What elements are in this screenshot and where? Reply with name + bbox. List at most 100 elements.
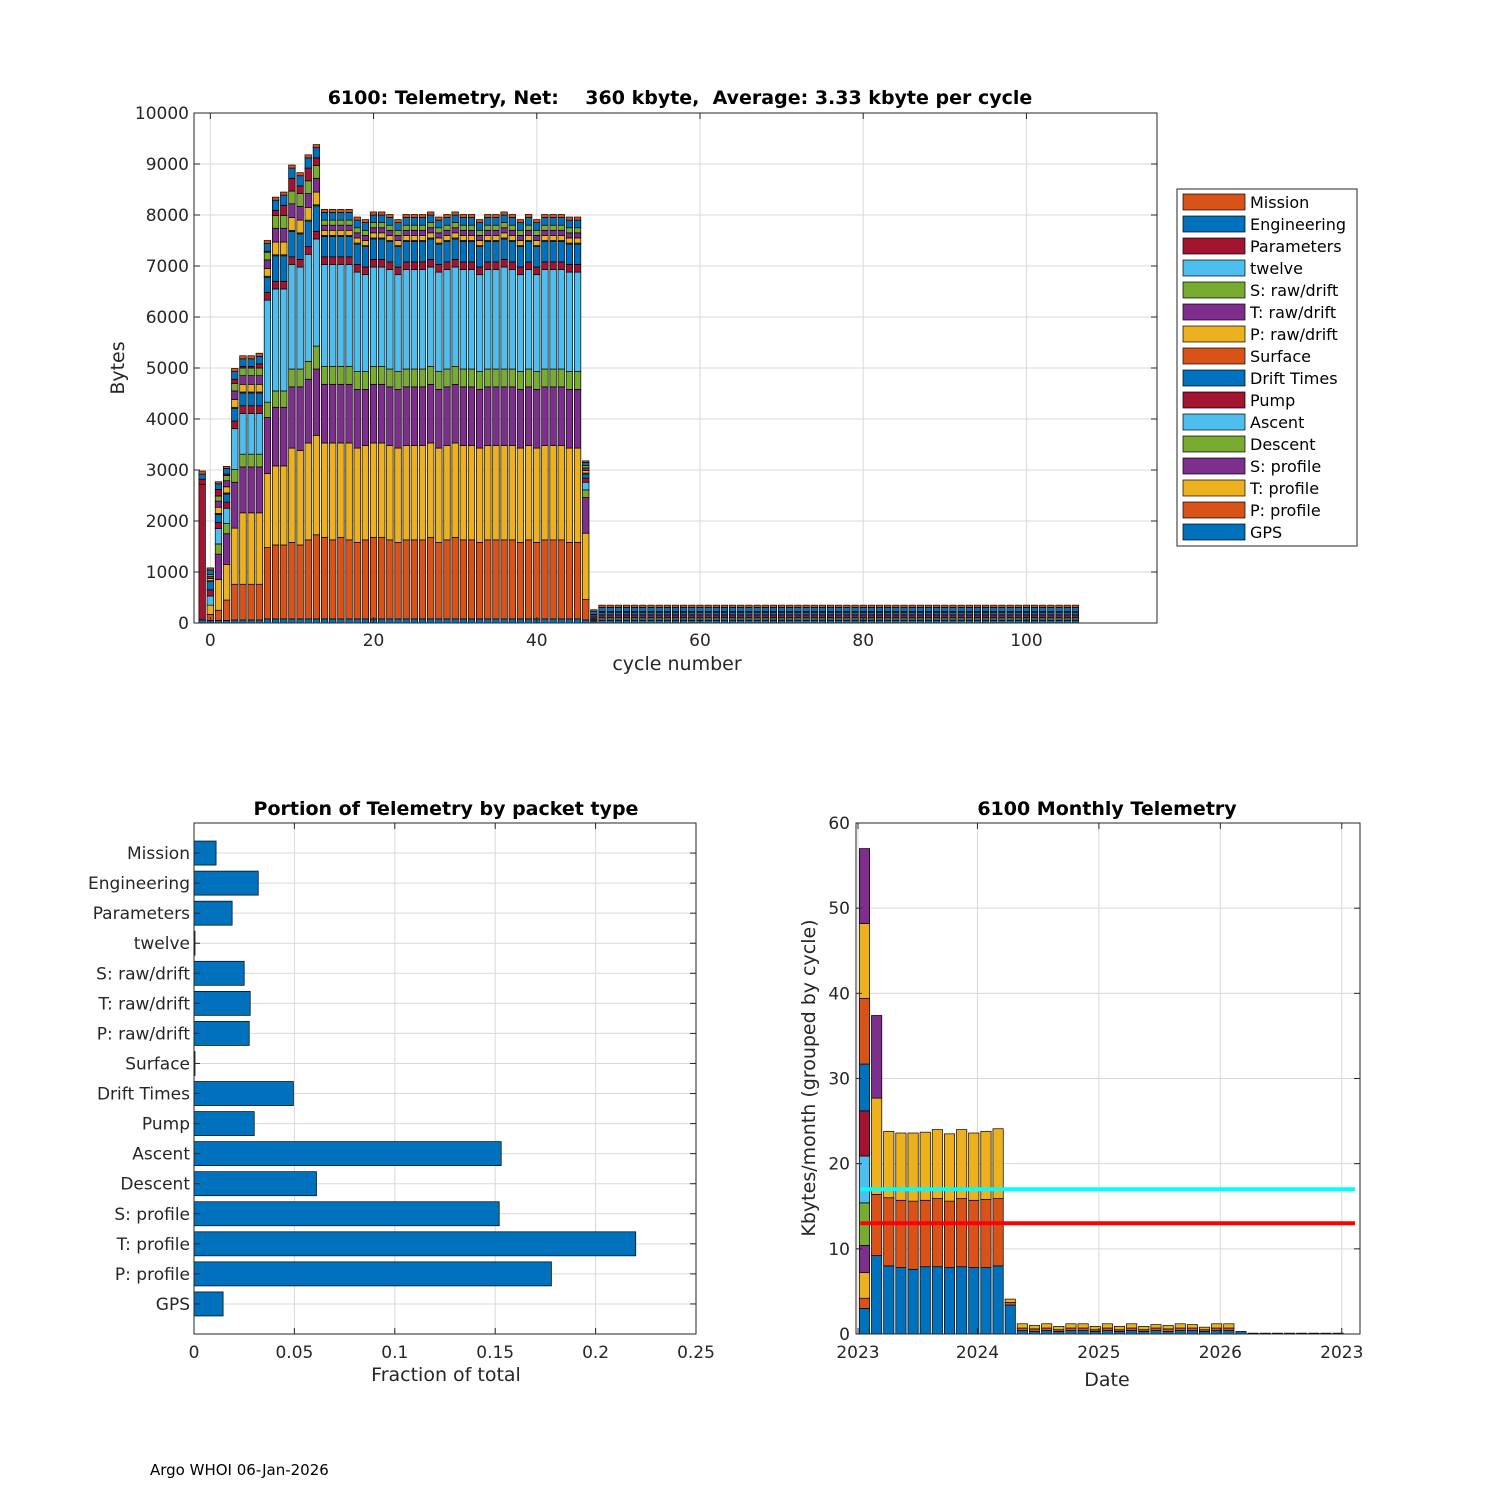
c1-bar-segment <box>720 614 729 618</box>
c1-stack-cycle-25 <box>410 214 418 624</box>
c1-bar-segment <box>476 266 484 276</box>
c1-bar-segment <box>1006 604 1014 608</box>
c3-bar-segment <box>1077 1327 1089 1331</box>
c3-bar-segment <box>1162 1328 1174 1332</box>
c1-stack-cycle-29 <box>443 214 451 624</box>
c1-bar-segment <box>884 611 892 616</box>
c3-stack-month-31 <box>1223 1323 1235 1335</box>
c1-bar-segment <box>998 614 1006 618</box>
c1-bar-segment <box>941 611 949 616</box>
c1-stack-cycle-62 <box>712 604 720 624</box>
c1-bar-segment <box>280 204 288 216</box>
c1-stack-cycle-74 <box>810 604 818 624</box>
c3-bar-segment <box>1126 1330 1138 1335</box>
c1-bar-segment <box>231 390 239 400</box>
c1-stack-cycle-101 <box>1030 604 1039 624</box>
c1-bar-segment <box>933 614 941 618</box>
c1-bar-segment <box>549 235 557 241</box>
c1-stack-cycle-66 <box>745 604 753 624</box>
c3-bar-segment <box>919 1131 931 1201</box>
c1-bar-segment <box>214 553 223 581</box>
c3-stack-month-3 <box>883 1130 895 1335</box>
c1-bar-segment <box>467 214 476 218</box>
c1-bar-segment <box>345 442 353 541</box>
c1-bar-segment <box>451 238 459 260</box>
c1-bar-segment <box>524 445 533 541</box>
c1-legend-swatch <box>1182 523 1246 541</box>
c1-bar-segment <box>484 241 492 263</box>
c3-bar-segment <box>931 1198 943 1268</box>
c3-xtick-label: 2024 <box>956 1343 999 1363</box>
c3-bar-segment <box>1174 1323 1186 1329</box>
c1-bar-segment <box>459 241 467 263</box>
c1-bar-segment <box>312 345 321 370</box>
c1-bar-segment <box>271 255 280 282</box>
c1-bar-segment <box>582 460 590 463</box>
c1-bar-segment <box>459 269 467 370</box>
c1-stack-cycle-85 <box>900 604 908 624</box>
c2-xtick-label: 0.15 <box>476 1343 514 1363</box>
c1-bar-segment <box>712 614 720 618</box>
c1-bar-segment <box>606 607 614 612</box>
c1-ytick-label: 4000 <box>146 410 189 430</box>
c1-bar-segment <box>231 382 239 392</box>
c1-bar-segment <box>369 222 378 229</box>
c1-bar-segment <box>557 229 565 236</box>
c1-bar-segment <box>500 227 508 234</box>
c1-bar-segment <box>239 392 247 407</box>
c1-stack-cycle-71 <box>786 604 794 624</box>
c1-bar-segment <box>255 367 263 377</box>
c1-bar-segment <box>476 246 484 268</box>
c1-bar-segment <box>271 618 280 624</box>
c1-bar-segment <box>835 614 843 618</box>
c1-stack-cycle-57 <box>671 604 680 624</box>
c1-bar-segment <box>239 355 247 360</box>
c2-xtick-label: 0.2 <box>582 1343 609 1363</box>
c1-bar-segment <box>280 227 288 243</box>
c1-bar-segment <box>786 614 794 618</box>
c1-stack-cycle-11 <box>296 172 304 624</box>
c1-bar-segment <box>492 241 500 263</box>
c1-stack-cycle-91 <box>949 604 957 624</box>
c1-legend-label: Ascent <box>1250 413 1304 432</box>
c1-bar-segment <box>263 547 272 620</box>
c1-bar-segment <box>769 611 778 616</box>
c1-bar-segment <box>573 219 582 229</box>
c1-bar-segment <box>484 539 492 620</box>
c1-bar-segment <box>304 167 312 182</box>
c1-bar-segment <box>418 539 427 620</box>
c1-bar-segment <box>214 481 223 485</box>
c1-bar-segment <box>933 607 941 612</box>
c1-bar-segment <box>484 618 492 624</box>
c1-bar-segment <box>361 389 369 446</box>
c1-bar-segment <box>435 243 443 265</box>
c1-bar-segment <box>312 144 321 149</box>
c1-bar-segment <box>451 211 459 216</box>
c1-bar-segment <box>908 607 916 612</box>
c1-bar-segment <box>680 611 688 616</box>
c1-bar-segment <box>573 447 582 543</box>
c1-bar-segment <box>369 383 378 444</box>
c1-stack-cycle-16 <box>337 209 345 624</box>
c1-bar-segment <box>467 269 476 370</box>
c1-bar-segment <box>337 442 345 538</box>
c1-bar-segment <box>965 611 973 616</box>
c1-bar-segment <box>957 614 965 618</box>
c1-bar-segment <box>198 473 206 480</box>
c1-bar-segment <box>573 237 582 244</box>
c2-category-label: Drift Times <box>97 1085 190 1105</box>
c1-bar-segment <box>671 604 680 608</box>
c3-bar-segment <box>1041 1323 1053 1329</box>
c1-bar-segment <box>206 595 214 606</box>
c1-ytick-label: 1000 <box>146 563 189 583</box>
c1-bar-segment <box>402 229 410 236</box>
c1-bar-segment <box>794 604 802 608</box>
c1-bar-segment <box>565 227 574 234</box>
c3-bar-segment <box>1211 1323 1223 1329</box>
c1-bar-segment <box>508 618 516 624</box>
c1-bar-segment <box>508 445 516 541</box>
c1-bar-segment <box>418 217 427 226</box>
c1-bar-segment <box>418 214 427 218</box>
c1-stack-cycle-90 <box>941 604 949 624</box>
c1-bar-segment <box>843 614 851 618</box>
